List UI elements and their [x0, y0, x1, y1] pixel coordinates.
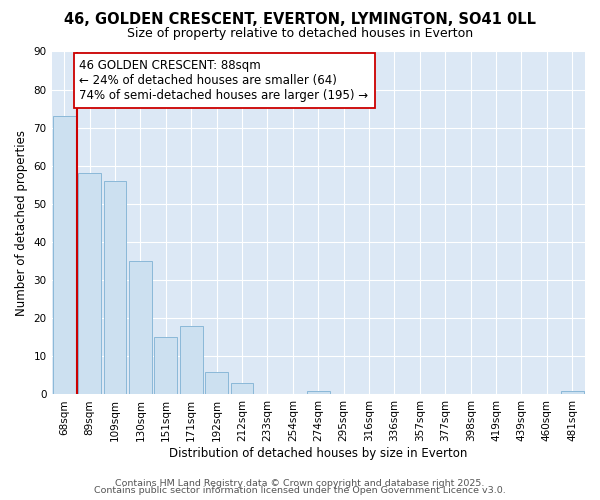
Bar [53, 116, 76, 394]
Bar [205, 372, 228, 394]
Text: 46 GOLDEN CRESCENT: 88sqm
← 24% of detached houses are smaller (64)
74% of semi-: 46 GOLDEN CRESCENT: 88sqm ← 24% of detac… [79, 59, 368, 102]
Text: Contains public sector information licensed under the Open Government Licence v3: Contains public sector information licen… [94, 486, 506, 495]
Text: Size of property relative to detached houses in Everton: Size of property relative to detached ho… [127, 28, 473, 40]
Text: Contains HM Land Registry data © Crown copyright and database right 2025.: Contains HM Land Registry data © Crown c… [115, 478, 485, 488]
Text: 46, GOLDEN CRESCENT, EVERTON, LYMINGTON, SO41 0LL: 46, GOLDEN CRESCENT, EVERTON, LYMINGTON,… [64, 12, 536, 28]
X-axis label: Distribution of detached houses by size in Everton: Distribution of detached houses by size … [169, 447, 467, 460]
Bar [307, 390, 330, 394]
Bar [230, 383, 253, 394]
Y-axis label: Number of detached properties: Number of detached properties [15, 130, 28, 316]
Bar [180, 326, 203, 394]
Bar [129, 261, 152, 394]
Bar [561, 390, 584, 394]
Bar [78, 174, 101, 394]
Bar [104, 181, 127, 394]
Bar [154, 338, 177, 394]
